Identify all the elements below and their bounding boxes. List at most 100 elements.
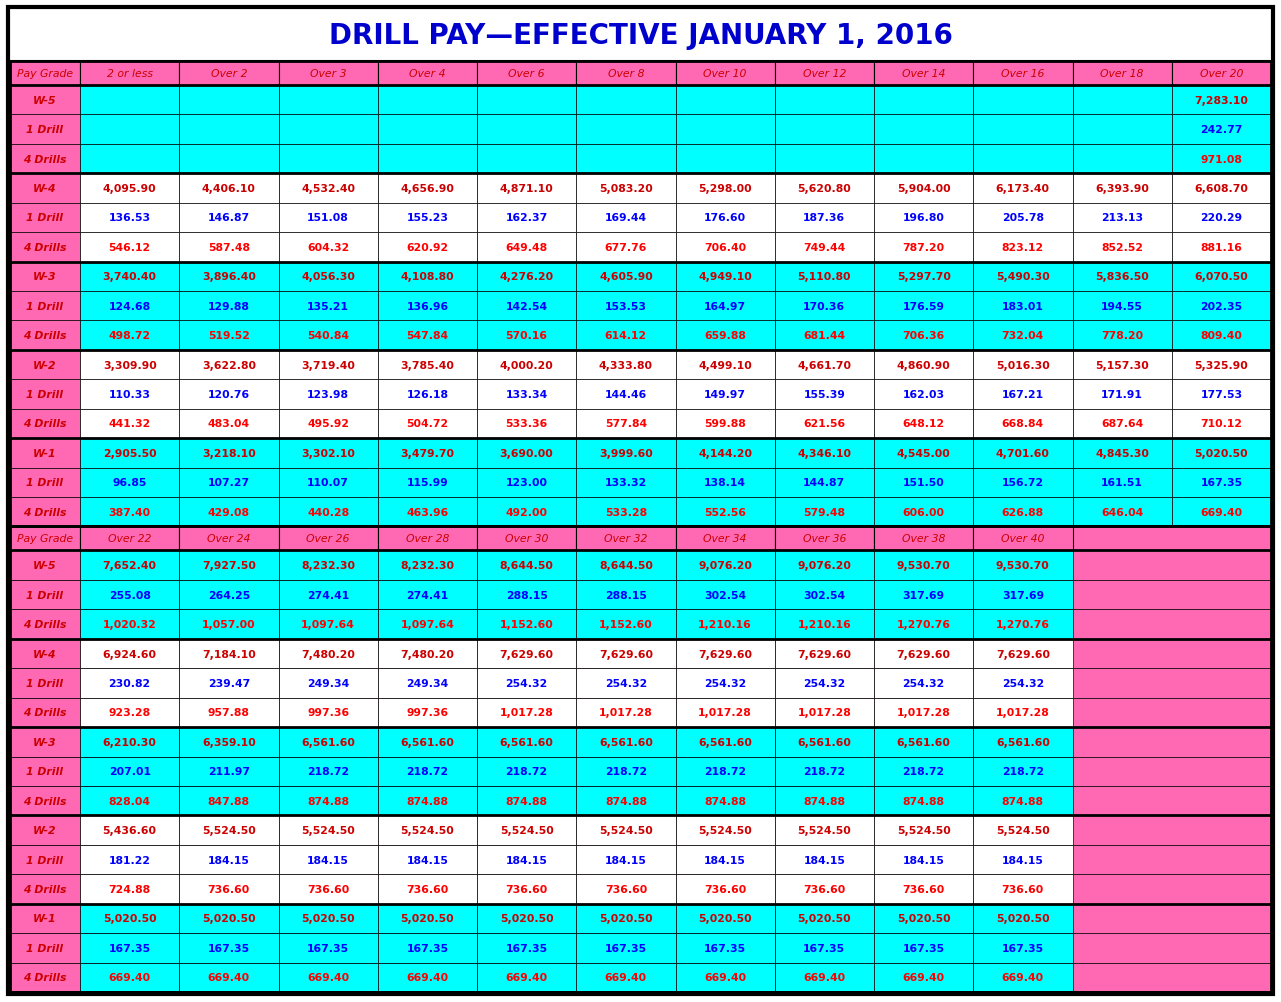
Bar — [477, 380, 576, 410]
Text: 6,070.50: 6,070.50 — [1194, 273, 1248, 282]
Text: 5,157.30: 5,157.30 — [1095, 361, 1149, 371]
Bar — [874, 232, 974, 263]
Bar — [278, 639, 378, 668]
Bar — [179, 144, 278, 174]
Bar — [675, 439, 775, 468]
Text: 4,845.30: 4,845.30 — [1095, 449, 1149, 459]
Text: 669.40: 669.40 — [208, 972, 250, 982]
Bar — [179, 668, 278, 698]
Bar — [79, 580, 179, 610]
Bar — [1172, 144, 1271, 174]
Text: 4,661.70: 4,661.70 — [797, 361, 852, 371]
Bar — [1172, 498, 1271, 527]
Bar — [378, 322, 477, 351]
Bar — [378, 845, 477, 875]
Bar — [10, 639, 79, 668]
Text: 498.72: 498.72 — [109, 331, 151, 341]
Bar — [874, 904, 974, 933]
Text: 184.15: 184.15 — [1002, 855, 1044, 865]
Bar — [79, 115, 179, 144]
Text: 142.54: 142.54 — [506, 302, 548, 312]
Bar — [278, 610, 378, 639]
Text: 3,999.60: 3,999.60 — [600, 449, 653, 459]
Text: 736.60: 736.60 — [406, 884, 448, 894]
Bar — [477, 904, 576, 933]
Text: 1,017.28: 1,017.28 — [798, 707, 852, 717]
Bar — [10, 610, 1271, 639]
Text: 7,480.20: 7,480.20 — [401, 649, 455, 659]
Bar — [1172, 468, 1271, 498]
Bar — [477, 527, 576, 551]
Bar — [874, 410, 974, 439]
Bar — [278, 62, 378, 86]
Bar — [874, 527, 974, 551]
Bar — [775, 845, 874, 875]
Bar — [675, 639, 775, 668]
Bar — [775, 698, 874, 727]
Bar — [974, 263, 1072, 292]
Text: 218.72: 218.72 — [705, 767, 747, 777]
Text: W-2: W-2 — [33, 826, 56, 836]
Text: 167.35: 167.35 — [506, 943, 548, 953]
Bar — [1072, 498, 1172, 527]
Bar — [179, 698, 278, 727]
Bar — [477, 322, 576, 351]
Text: 1,017.28: 1,017.28 — [897, 707, 951, 717]
Text: 387.40: 387.40 — [109, 507, 151, 517]
Text: 5,020.50: 5,020.50 — [401, 914, 455, 924]
Text: 659.88: 659.88 — [705, 331, 746, 341]
Bar — [378, 62, 477, 86]
Text: 923.28: 923.28 — [109, 707, 151, 717]
Bar — [10, 580, 79, 610]
Bar — [79, 86, 179, 115]
Text: 9,530.70: 9,530.70 — [897, 561, 951, 571]
Bar — [974, 816, 1072, 845]
Bar — [179, 527, 278, 551]
Bar — [10, 527, 79, 551]
Text: 4,095.90: 4,095.90 — [102, 183, 156, 193]
Bar — [675, 698, 775, 727]
Text: 5,020.50: 5,020.50 — [698, 914, 752, 924]
Bar — [10, 498, 79, 527]
Bar — [1172, 263, 1271, 292]
Bar — [10, 698, 1271, 727]
Bar — [576, 62, 675, 86]
Bar — [1072, 263, 1172, 292]
Text: 1,017.28: 1,017.28 — [997, 707, 1049, 717]
Text: 6,210.30: 6,210.30 — [102, 737, 156, 747]
Text: Over 18: Over 18 — [1100, 69, 1144, 79]
Text: 167.35: 167.35 — [109, 943, 151, 953]
Bar — [378, 351, 477, 380]
Text: Over 20: Over 20 — [1200, 69, 1243, 79]
Bar — [675, 144, 775, 174]
Bar — [378, 410, 477, 439]
Bar — [378, 468, 477, 498]
Text: 302.54: 302.54 — [803, 590, 845, 600]
Bar — [79, 816, 179, 845]
Text: 239.47: 239.47 — [208, 678, 250, 688]
Bar — [775, 580, 874, 610]
Bar — [10, 668, 79, 698]
Bar — [576, 203, 675, 232]
Text: 161.51: 161.51 — [1102, 478, 1143, 488]
Bar — [974, 639, 1072, 668]
Bar — [10, 610, 79, 639]
Bar — [378, 698, 477, 727]
Text: 2,905.50: 2,905.50 — [102, 449, 156, 459]
Bar — [775, 527, 874, 551]
Text: 96.85: 96.85 — [113, 478, 147, 488]
Text: 107.27: 107.27 — [208, 478, 250, 488]
Bar — [974, 468, 1072, 498]
Text: 5,020.50: 5,020.50 — [500, 914, 553, 924]
Text: 5,436.60: 5,436.60 — [102, 826, 156, 836]
Text: 242.77: 242.77 — [1200, 125, 1243, 135]
Text: 874.88: 874.88 — [903, 796, 944, 806]
Text: 3,690.00: 3,690.00 — [500, 449, 553, 459]
Bar — [775, 727, 874, 757]
Text: 5,016.30: 5,016.30 — [997, 361, 1049, 371]
Bar — [675, 551, 775, 580]
Bar — [179, 351, 278, 380]
Bar — [278, 698, 378, 727]
Text: 5,297.70: 5,297.70 — [897, 273, 951, 282]
Text: 177.53: 177.53 — [1200, 390, 1243, 400]
